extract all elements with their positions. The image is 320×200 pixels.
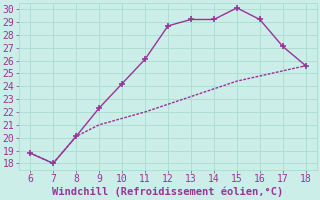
X-axis label: Windchill (Refroidissement éolien,°C): Windchill (Refroidissement éolien,°C) [52, 187, 284, 197]
